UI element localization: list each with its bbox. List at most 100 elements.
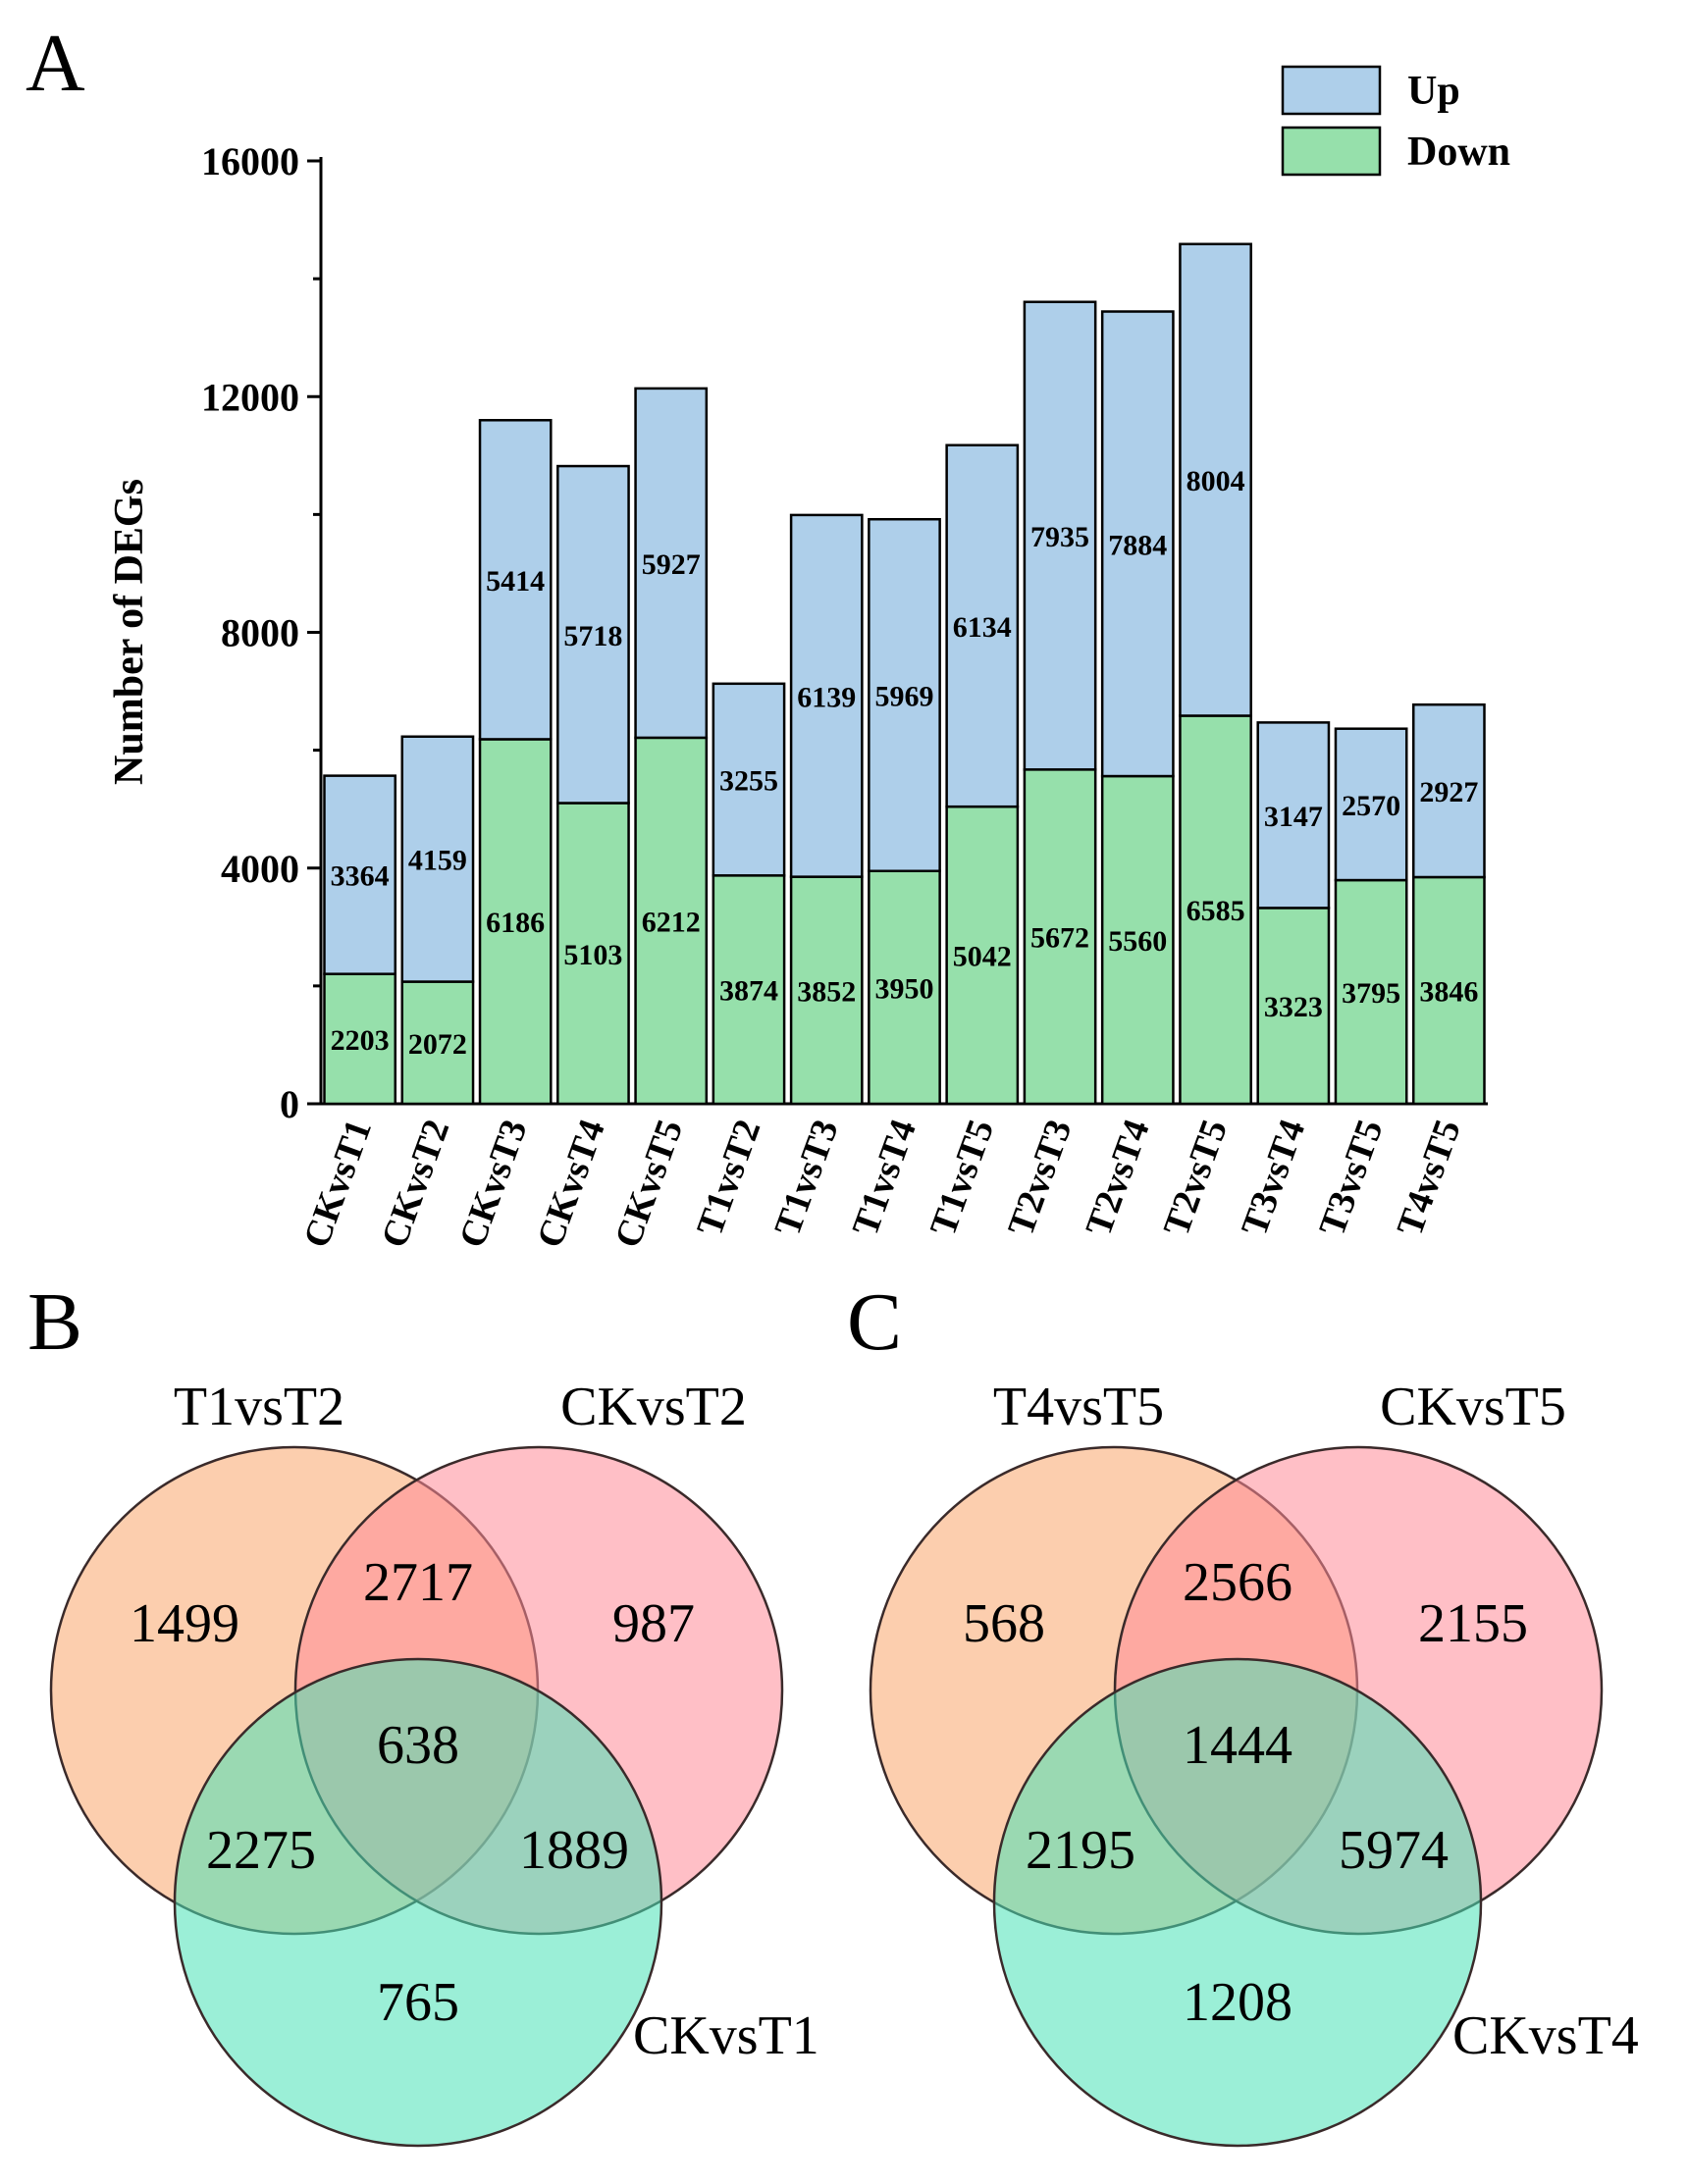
- data-label-up: 3147: [1264, 801, 1323, 833]
- x-tick-label: CKvsT5: [607, 1115, 691, 1253]
- venn-region-only-3: 765: [377, 1972, 459, 2033]
- venn-region-only-1: 568: [963, 1593, 1045, 1654]
- venn-region-2-3: 5974: [1339, 1820, 1449, 1881]
- data-label-up: 2927: [1419, 776, 1478, 808]
- venn-region-1-2-3: 638: [377, 1715, 459, 1776]
- data-label-down: 5560: [1108, 925, 1167, 958]
- panel-a-bar-chart: A 0 4000 8000 12000 16000 Number of DEGs 2203 33…: [26, 18, 1510, 1253]
- data-label-down: 2203: [331, 1024, 390, 1057]
- x-tick-label: T1vsT4: [845, 1115, 924, 1241]
- bar-up-T2vsT4: [1100, 310, 1175, 778]
- data-label-up: 7884: [1108, 529, 1167, 561]
- data-label-up: 3255: [719, 765, 778, 798]
- x-tick-label: T2vsT5: [1156, 1115, 1236, 1241]
- y-tick-label: 8000: [221, 611, 299, 655]
- x-tick-label: T2vsT4: [1078, 1115, 1157, 1241]
- data-label-up: 8004: [1187, 465, 1245, 497]
- venn-set-label: T1vsT2: [174, 1377, 344, 1437]
- data-label-down: 2072: [408, 1028, 467, 1061]
- y-axis-label: Number of DEGs: [107, 479, 152, 785]
- bar-up-T1vsT5: [945, 443, 1020, 808]
- y-tick-label: 12000: [201, 375, 299, 419]
- venn-set-label: CKvsT4: [1452, 2005, 1639, 2066]
- bar-up-CKvsT1: [323, 774, 397, 975]
- bar-up-CKvsT3: [478, 419, 553, 741]
- y-tick-label: 4000: [221, 847, 299, 891]
- bar-down-T2vsT5: [1179, 714, 1252, 1106]
- x-tick-label: T4vsT5: [1389, 1115, 1468, 1241]
- bar-down-T4vsT5: [1411, 875, 1486, 1106]
- venn-circle-CKvsT4: [992, 1657, 1483, 2148]
- data-label-down: 6212: [642, 906, 701, 938]
- data-label-down: 3874: [719, 975, 778, 1008]
- data-label-down: 3323: [1264, 991, 1323, 1023]
- venn-region-2-3: 1889: [519, 1820, 629, 1881]
- panel-label-c: C: [847, 1276, 902, 1368]
- x-tick-label: CKvsT2: [374, 1115, 458, 1253]
- x-tick-label: T1vsT2: [689, 1115, 768, 1241]
- bar-up-T2vsT3: [1023, 300, 1097, 771]
- data-label-up: 4159: [408, 845, 467, 877]
- venn-region-only-1: 1499: [130, 1593, 239, 1654]
- data-label-up: 3364: [331, 860, 390, 893]
- x-tick-label: T3vsT5: [1311, 1115, 1391, 1241]
- bar-up-T1vsT3: [789, 513, 864, 878]
- venn-set-label: T4vsT5: [993, 1377, 1164, 1437]
- bar-down-CKvsT3: [478, 738, 553, 1106]
- x-tick-label: CKvsT4: [529, 1115, 613, 1253]
- bar-up-CKvsT2: [400, 735, 475, 983]
- x-tick-label: T1vsT3: [766, 1115, 846, 1241]
- bar-down-T3vsT4: [1256, 907, 1331, 1106]
- venn-region-1-3: 2195: [1026, 1820, 1135, 1881]
- venn-region-1-3: 2275: [206, 1820, 316, 1881]
- bar-up-T2vsT5: [1179, 242, 1252, 717]
- panel-b-venn: B T1vsT2 CKvsT2 CKvsT1 1499 2717 987 638 2275 188…: [27, 1276, 819, 2148]
- data-label-down: 5672: [1030, 922, 1089, 955]
- data-label-down: 6585: [1187, 895, 1245, 927]
- panel-label-a: A: [26, 18, 85, 109]
- data-label-down: 3852: [797, 975, 856, 1008]
- y-tick-label: 16000: [201, 139, 299, 183]
- venn-region-1-2: 2717: [363, 1552, 473, 1613]
- legend-swatch-down: [1281, 126, 1382, 177]
- venn-set-label: CKvsT1: [633, 2005, 819, 2066]
- bar-down-T1vsT4: [868, 869, 941, 1106]
- data-label-up: 5969: [875, 680, 934, 712]
- bar-up-T3vsT4: [1256, 721, 1331, 910]
- venn-region-only-2: 2155: [1418, 1593, 1528, 1654]
- data-label-down: 3795: [1342, 977, 1400, 1010]
- bar-down-T1vsT2: [712, 874, 786, 1106]
- bar-down-CKvsT2: [400, 980, 475, 1106]
- bar-down-T1vsT3: [789, 875, 864, 1106]
- x-tick-label: CKvsT1: [295, 1115, 380, 1253]
- data-label-up: 6139: [797, 681, 856, 713]
- bar-up-T4vsT5: [1411, 702, 1486, 879]
- x-tick-label: T2vsT3: [1000, 1115, 1080, 1241]
- venn-region-only-2: 987: [612, 1593, 695, 1654]
- data-label-up: 5718: [563, 620, 622, 652]
- data-label-down: 5103: [563, 939, 622, 971]
- bar-up-CKvsT4: [556, 464, 630, 805]
- data-label-up: 2570: [1342, 790, 1400, 822]
- legend: Up Down: [1281, 65, 1510, 177]
- data-label-down: 6186: [486, 907, 545, 939]
- bar-up-T3vsT5: [1334, 727, 1408, 882]
- panel-c-venn: C T4vsT5 CKvsT5 CKvsT4 568 2566 2155 1444 2195 59…: [847, 1276, 1639, 2148]
- data-label-down: 3846: [1419, 975, 1478, 1008]
- bar-up-T1vsT4: [868, 517, 941, 873]
- data-label-down: 5042: [953, 941, 1012, 973]
- bar-up-T1vsT2: [712, 682, 786, 877]
- data-label-up: 5414: [486, 565, 545, 598]
- venn-region-1-2-3: 1444: [1183, 1715, 1292, 1776]
- venn-region-1-2: 2566: [1183, 1552, 1292, 1613]
- x-tick-label: T3vsT4: [1234, 1115, 1313, 1241]
- venn-set-label: CKvsT2: [560, 1377, 747, 1437]
- x-tick-label: T1vsT5: [923, 1115, 1002, 1241]
- legend-swatch-up: [1281, 65, 1382, 116]
- data-label-up: 6134: [953, 611, 1012, 644]
- bar-up-CKvsT5: [634, 387, 709, 740]
- panel-label-b: B: [27, 1276, 82, 1368]
- venn-set-label: CKvsT5: [1380, 1377, 1566, 1437]
- venn-circle-CKvsT1: [173, 1657, 663, 2148]
